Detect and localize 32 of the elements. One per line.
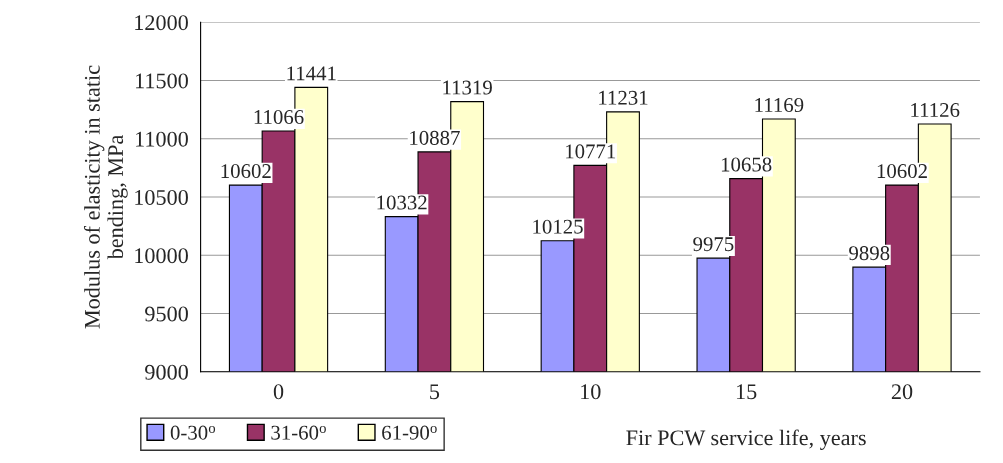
data-label: 10887 <box>410 130 460 145</box>
data-label: 10771 <box>566 144 616 159</box>
data-label: 11231 <box>599 90 648 105</box>
legend-label: 31-60$^{o}$ <box>271 425 326 440</box>
x-tick-label: 20 <box>891 384 913 400</box>
data-label: 11441 <box>287 66 336 81</box>
y-axis-title: Modulus of elasticity in static bending, MPa <box>83 65 128 329</box>
y-tick-label: 9500 <box>145 306 188 322</box>
x-tick-label: 0 <box>273 384 284 400</box>
y-tick-label: 11000 <box>136 131 188 147</box>
y-tick-label: 10500 <box>135 189 188 205</box>
data-label: 10658 <box>721 157 772 172</box>
data-label: 9975 <box>693 237 734 252</box>
y-tick-label: 11500 <box>136 73 188 89</box>
y-tick-label: 12000 <box>135 15 188 31</box>
data-label: 10602 <box>221 164 271 179</box>
data-label: 10125 <box>533 219 583 234</box>
x-tick-label: 15 <box>736 384 757 400</box>
data-label: 10602 <box>877 164 927 179</box>
data-label: 11126 <box>911 103 960 118</box>
data-label: 11066 <box>254 109 304 125</box>
y-tick-label: 10000 <box>135 248 188 264</box>
legend-label: 61-90$^{o}$ <box>382 425 437 440</box>
data-label: 11319 <box>443 80 492 95</box>
data-label: 9898 <box>849 246 890 261</box>
y-tick-label: 9000 <box>145 364 188 380</box>
data-label: 10332 <box>377 195 427 210</box>
data-label: 11169 <box>755 98 804 113</box>
x-tick-label: 5 <box>430 384 440 400</box>
x-axis-title: Fir PCW service life, years <box>626 429 866 450</box>
x-tick-label: 10 <box>581 384 601 400</box>
legend-label: 0-30$^{o}$ <box>170 425 216 440</box>
